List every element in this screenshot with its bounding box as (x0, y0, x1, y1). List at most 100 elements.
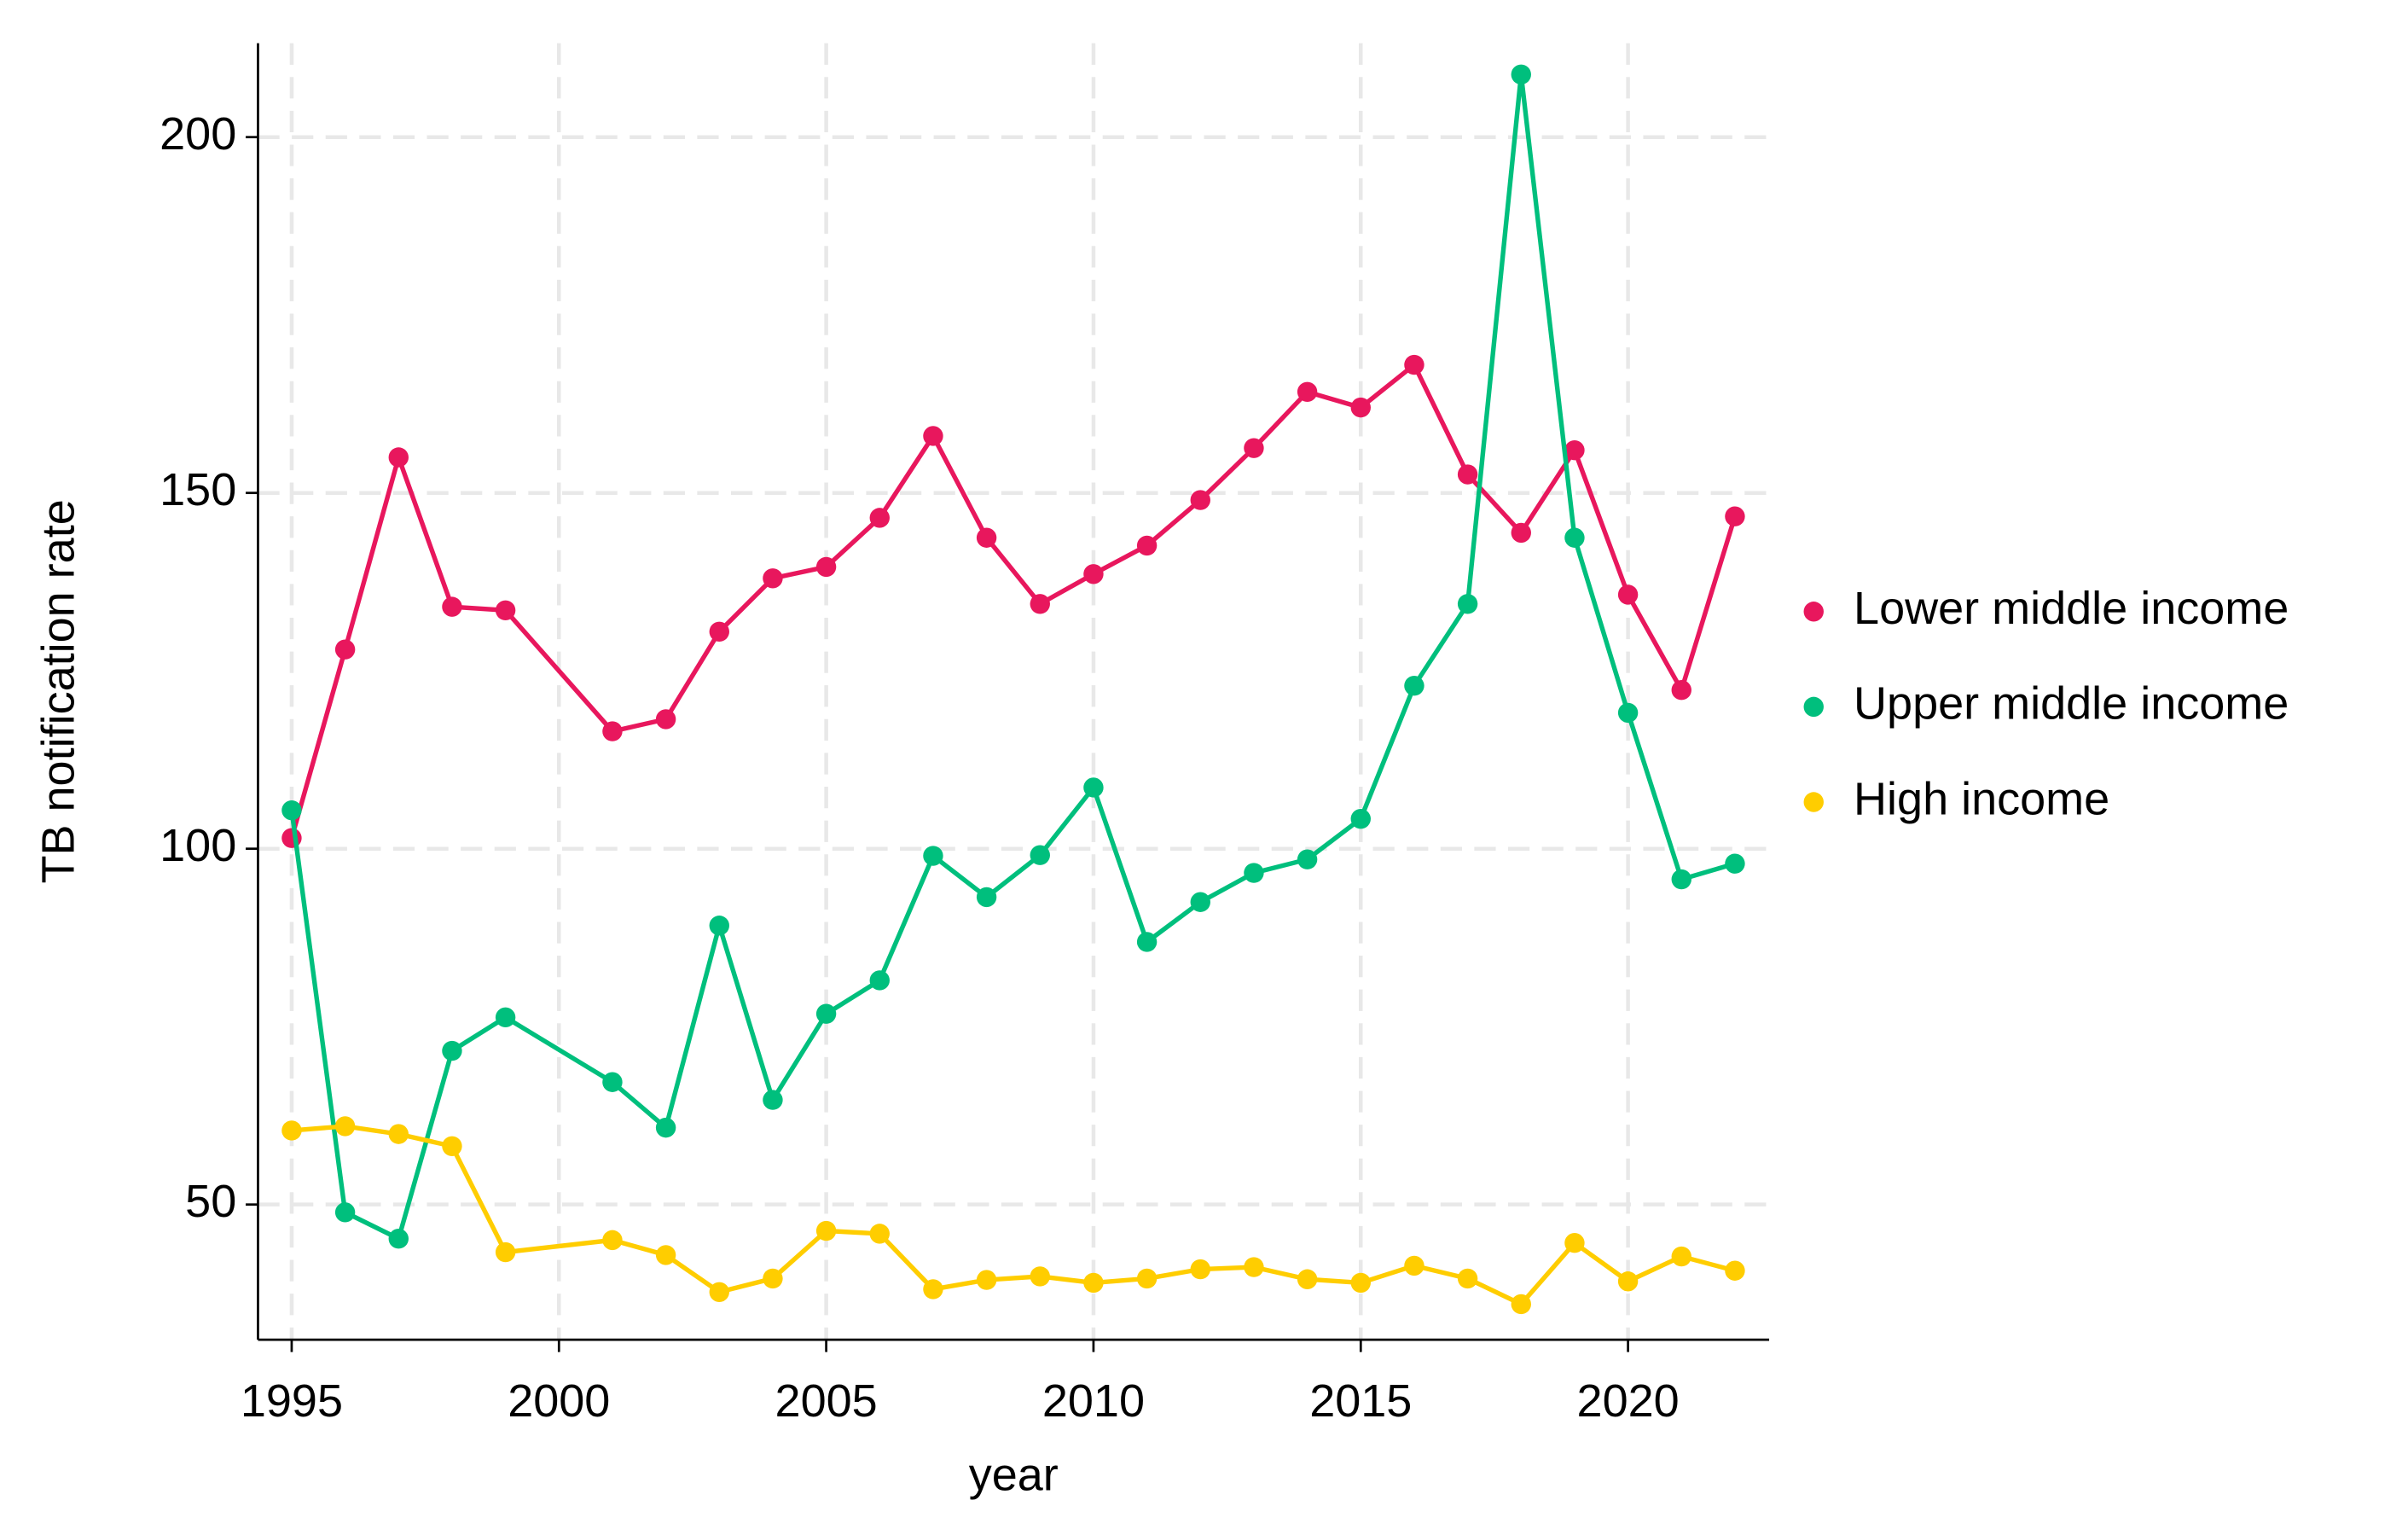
data-point (1671, 680, 1691, 701)
data-point (976, 527, 997, 548)
series-line (289, 74, 1736, 1242)
data-point (1190, 892, 1210, 912)
data-point (388, 1124, 409, 1144)
data-point (1190, 1259, 1210, 1280)
data-point (1511, 522, 1531, 544)
data-point (1404, 1255, 1424, 1276)
data-point (815, 556, 837, 578)
data-point (709, 916, 729, 936)
data-point (923, 846, 943, 866)
data-point (869, 1224, 890, 1244)
x-tick-label: 2000 (508, 1375, 610, 1427)
x-axis-label: year (969, 1449, 1059, 1500)
data-point (709, 1282, 729, 1302)
data-point (1244, 1257, 1264, 1277)
data-point (815, 1003, 837, 1024)
y-tick-label: 150 (160, 464, 236, 515)
legend-label: Upper middle income (1854, 678, 2289, 730)
data-point (1725, 506, 1745, 526)
data-point (1030, 1266, 1050, 1287)
legend-marker (1803, 602, 1824, 622)
data-point (763, 1090, 783, 1110)
data-point (334, 639, 356, 660)
data-point (1083, 1272, 1104, 1294)
data-point (281, 799, 302, 821)
x-tick-label: 2015 (1309, 1375, 1412, 1427)
data-point (1190, 490, 1210, 510)
data-point (1457, 1268, 1478, 1289)
data-point (1404, 676, 1424, 696)
data-point (1564, 527, 1585, 548)
data-point (1297, 1269, 1318, 1289)
x-tick-label: 2020 (1577, 1375, 1680, 1427)
data-point (1564, 1233, 1585, 1253)
data-point (1511, 64, 1531, 85)
data-point (602, 721, 623, 741)
data-point (1297, 381, 1318, 402)
data-point (1725, 853, 1745, 874)
y-tick-label: 200 (160, 108, 236, 160)
legend-label: Lower middle income (1854, 583, 2289, 634)
data-point (655, 709, 676, 730)
legend-label: High income (1854, 773, 2109, 824)
data-point (1244, 438, 1264, 458)
y-tick-label: 100 (160, 820, 236, 871)
x-tick-label: 1995 (241, 1375, 343, 1427)
data-point (281, 1120, 302, 1141)
data-point (388, 1229, 409, 1249)
data-point (495, 600, 516, 621)
data-point (869, 970, 890, 991)
data-point (763, 1268, 783, 1289)
data-point (495, 1241, 516, 1263)
data-point (1030, 594, 1050, 614)
data-point (1671, 869, 1691, 890)
legend-marker (1803, 696, 1824, 718)
data-point (1725, 1260, 1745, 1281)
data-point (1564, 439, 1585, 461)
data-point (1244, 863, 1264, 883)
data-point (1617, 584, 1639, 605)
data-point (1297, 849, 1318, 869)
y-axis-label: TB notification rate (32, 499, 84, 883)
data-point (442, 596, 462, 617)
y-tick-label: 50 (185, 1176, 236, 1227)
data-point (1350, 808, 1371, 829)
data-point (1136, 535, 1158, 556)
data-point (1350, 1272, 1371, 1294)
x-tick-label: 2005 (775, 1375, 878, 1427)
data-point (1457, 594, 1478, 614)
data-point (923, 426, 943, 446)
data-point (334, 1116, 356, 1137)
data-point (442, 1040, 462, 1061)
data-point (763, 568, 783, 589)
data-point (1136, 1268, 1158, 1289)
data-point (923, 1279, 943, 1300)
data-point (1617, 702, 1639, 724)
data-point (1617, 1271, 1639, 1292)
data-point (388, 447, 409, 468)
data-point (1671, 1246, 1691, 1267)
data-point (1083, 777, 1104, 798)
data-point (1030, 845, 1050, 865)
data-point (442, 1136, 462, 1157)
data-point (1457, 464, 1478, 485)
data-point (1083, 564, 1104, 584)
data-point (1136, 932, 1158, 952)
data-point (1404, 354, 1424, 375)
data-point (281, 828, 302, 848)
data-point (602, 1072, 623, 1092)
legend-marker (1803, 792, 1824, 812)
data-point (976, 1270, 997, 1290)
data-point (495, 1007, 516, 1028)
data-point (1511, 1294, 1531, 1315)
series-line (291, 1124, 1736, 1307)
x-tick-label: 2010 (1042, 1375, 1145, 1427)
data-point (655, 1245, 676, 1265)
data-point (869, 508, 890, 528)
data-point (602, 1230, 623, 1251)
data-point (1350, 397, 1371, 418)
data-point (709, 621, 729, 642)
data-point (655, 1117, 676, 1138)
data-point (815, 1220, 837, 1241)
